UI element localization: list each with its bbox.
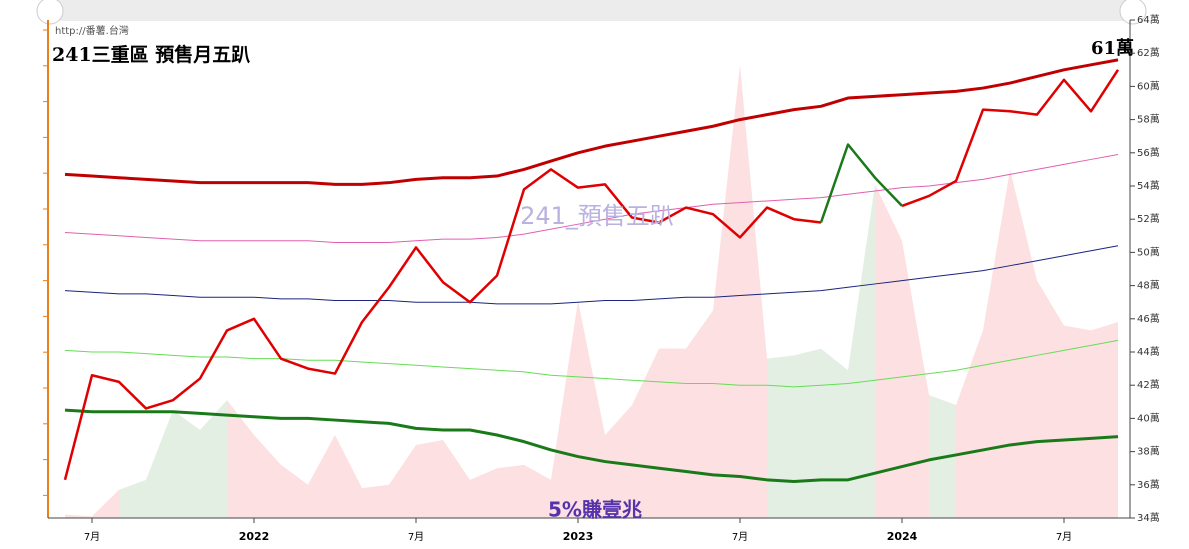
area (65, 489, 119, 518)
y-tick-label: 36萬 (1137, 478, 1160, 491)
latest-label: 61萬 (1091, 38, 1134, 59)
y-tick-label: 52萬 (1137, 212, 1160, 225)
y-tick-label: 58萬 (1137, 113, 1160, 126)
line (901, 69, 1120, 208)
y-tick-label: 42萬 (1137, 378, 1160, 391)
line (64, 408, 1119, 483)
y-tick-label: 50萬 (1137, 245, 1160, 258)
scroll-handle[interactable] (36, 0, 64, 25)
y-tick-label: 64萬 (1137, 13, 1160, 26)
area (227, 64, 767, 518)
y-tick-label: 54萬 (1137, 179, 1160, 192)
y-tick-label: 38萬 (1137, 445, 1160, 458)
y-tick-label: 34萬 (1137, 511, 1160, 524)
y-tick-label: 46萬 (1137, 312, 1160, 325)
y-tick-label: 60萬 (1137, 79, 1160, 92)
line (819, 143, 903, 223)
x-tick-label: 7月 (408, 531, 424, 543)
x-tick-label: 7月 (84, 531, 100, 543)
x-tick-label: 2022 (239, 530, 270, 543)
y-tick-label: 56萬 (1137, 146, 1160, 159)
footer-brand: 5%賺壹兆 (548, 498, 642, 522)
x-tick-label: 7月 (1056, 531, 1072, 543)
line (64, 245, 1119, 305)
area (767, 184, 875, 518)
line (64, 153, 1119, 243)
x-tick-label: 7月 (732, 531, 748, 543)
x-tick-label: 2024 (887, 530, 918, 543)
y-tick-label: 44萬 (1137, 345, 1160, 358)
line (64, 58, 1119, 186)
scroll-bar[interactable] (48, 0, 1133, 21)
line (63, 168, 822, 481)
plot-area (63, 58, 1120, 518)
y-tick-label: 62萬 (1137, 46, 1160, 59)
scroll-handle[interactable] (1119, 0, 1147, 25)
chart-title: 241三重區 預售月五趴 (52, 43, 250, 66)
y-tick-label: 40萬 (1137, 411, 1160, 424)
area (119, 400, 227, 518)
y-tick-label: 48萬 (1137, 279, 1160, 292)
line (64, 339, 1119, 388)
source-url: http://番薯.台灣 (55, 24, 129, 37)
x-tick-label: 2023 (563, 530, 594, 543)
watermark: 241_預售五趴 (520, 202, 674, 230)
